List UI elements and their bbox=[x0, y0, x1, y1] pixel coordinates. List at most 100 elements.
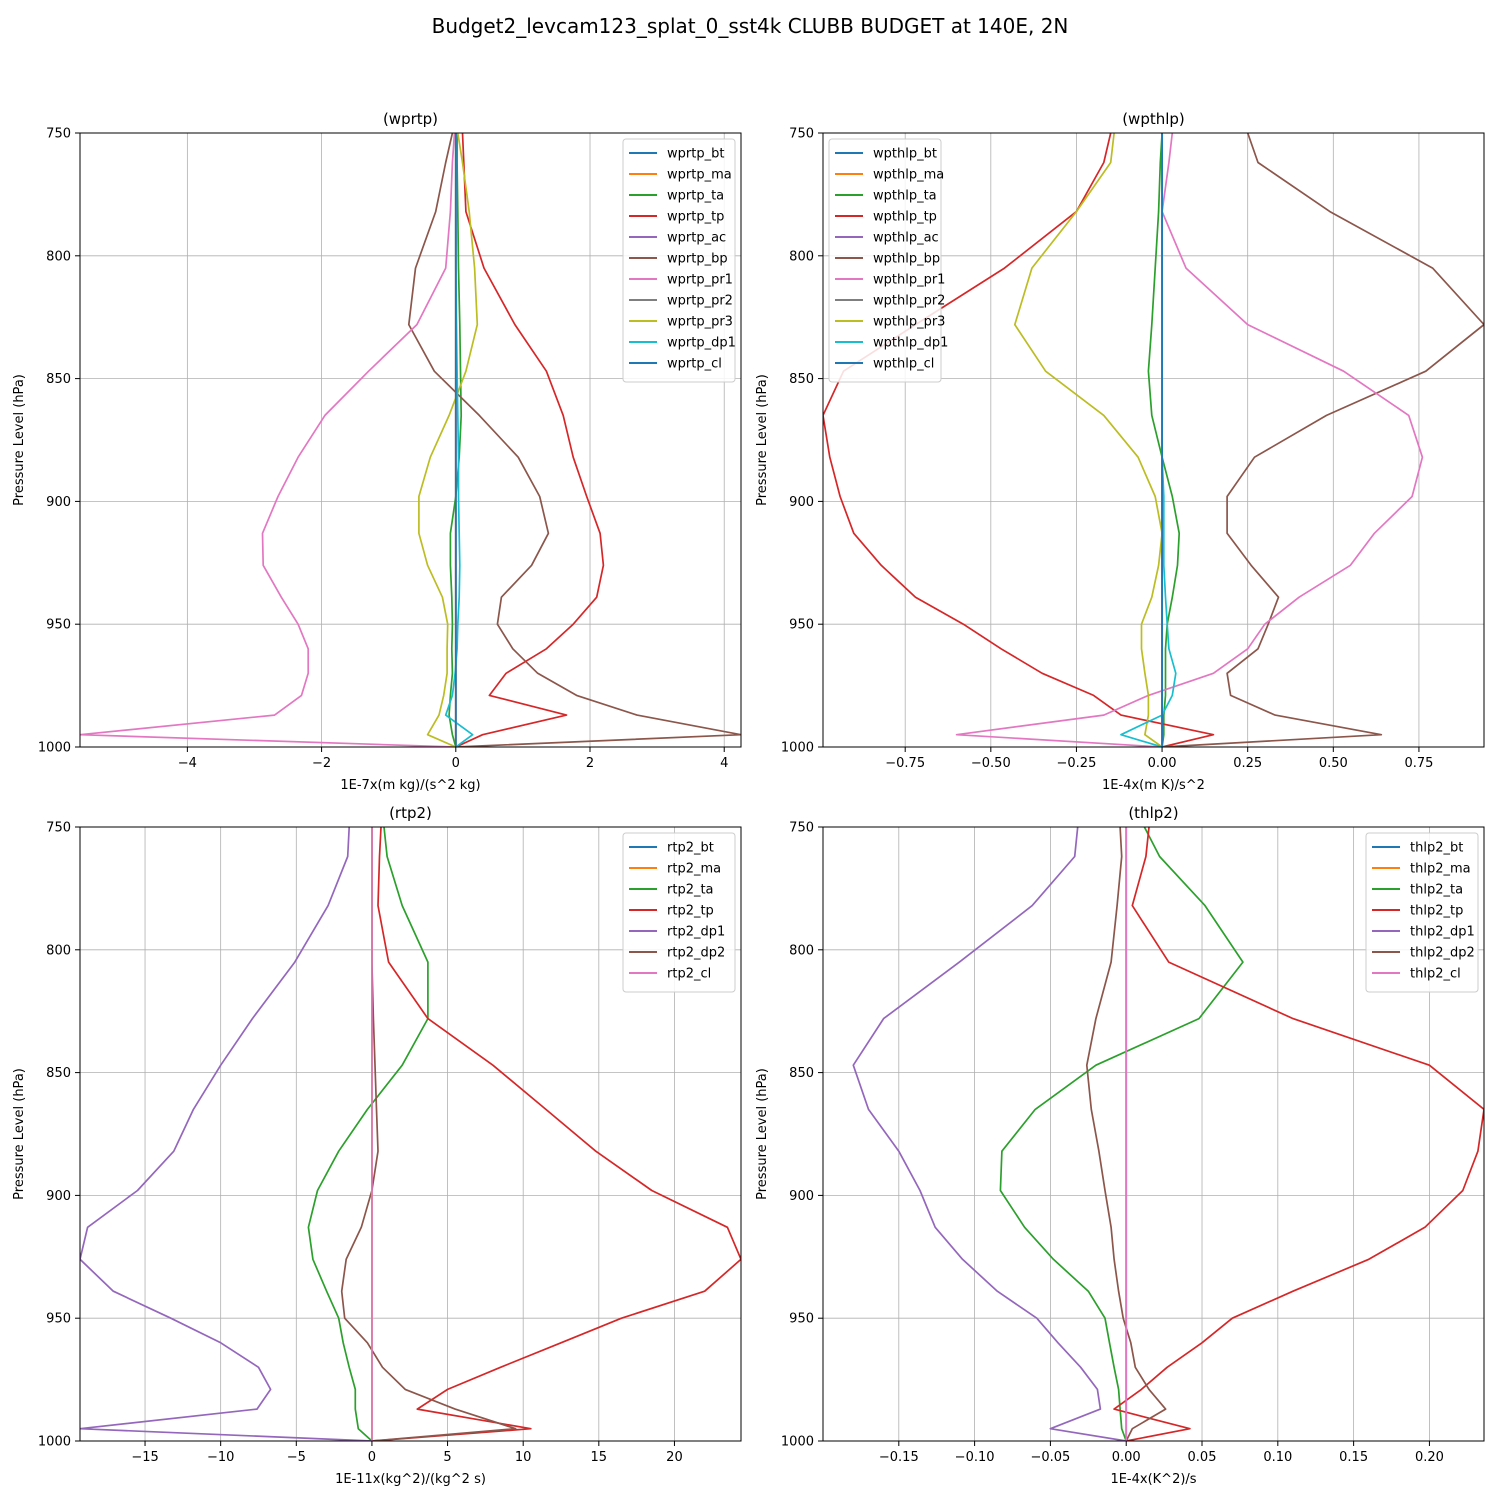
series-line-rtp2_ta bbox=[307, 827, 429, 1441]
series-line-wprtp_bp bbox=[407, 133, 741, 747]
x-tick-label: 0.00 bbox=[1112, 1450, 1141, 1465]
x-tick-label: 20 bbox=[666, 1450, 683, 1465]
y-tick-label: 950 bbox=[789, 618, 814, 633]
y-tick-label: 950 bbox=[46, 618, 71, 633]
x-tick-label: 0.15 bbox=[1339, 1450, 1368, 1465]
y-axis-label: Pressure Level (hPa) bbox=[12, 374, 27, 506]
panel-3: −0.15 −0.10 −0.05 0.00 0.05 0.10 0.15 0.20 750 80… bbox=[755, 804, 1485, 1487]
y-tick-label: 800 bbox=[46, 249, 71, 264]
axes-frame bbox=[822, 826, 1485, 1442]
y-tick-label: 750 bbox=[789, 821, 814, 836]
series-line-wpthlp_pr3 bbox=[1013, 133, 1163, 747]
legend-label: wpthlp_bp bbox=[873, 252, 940, 267]
legend-label: wprtp_bt bbox=[667, 147, 724, 162]
x-tick-label: −4 bbox=[178, 756, 197, 771]
legend-label: wprtp_tp bbox=[667, 210, 724, 225]
legend-label: wpthlp_ta bbox=[873, 189, 937, 204]
x-tick-label: 0.75 bbox=[1404, 756, 1433, 771]
legend-label: thlp2_bt bbox=[1410, 841, 1463, 856]
series-line-wpthlp_bp bbox=[1162, 133, 1484, 747]
series-line-thlp2_tp bbox=[1113, 827, 1484, 1441]
y-tick-label: 850 bbox=[789, 372, 814, 387]
legend-label: wpthlp_pr3 bbox=[873, 315, 945, 330]
y-tick-label: 1000 bbox=[38, 1435, 71, 1450]
panel-title: (rtp2) bbox=[389, 804, 432, 822]
legend-label: rtp2_dp2 bbox=[667, 946, 725, 961]
legend: wprtp_bt wprtp_ma wprtp_ta wprtp_tp wprtp_ac… bbox=[622, 138, 736, 383]
series-line-wprtp_pr3 bbox=[418, 133, 479, 747]
legend-label: rtp2_tp bbox=[667, 904, 714, 919]
y-tick-label: 950 bbox=[789, 1312, 814, 1327]
x-tick-label: 0.10 bbox=[1263, 1450, 1292, 1465]
x-tick-label: 0.00 bbox=[1148, 756, 1177, 771]
series-line-rtp2_dp1 bbox=[80, 827, 372, 1441]
axes-frame bbox=[79, 826, 742, 1442]
legend-label: wpthlp_ma bbox=[873, 168, 944, 183]
legend: rtp2_bt rtp2_ma rtp2_ta rtp2_tp rtp2_dp1 rtp2… bbox=[622, 832, 736, 993]
series-line-rtp2_tp bbox=[371, 827, 741, 1441]
legend-label: wprtp_ta bbox=[667, 189, 724, 204]
axes-frame bbox=[79, 132, 742, 748]
figure-suptitle: Budget2_levcam123_splat_0_sst4k CLUBB BU… bbox=[431, 14, 1069, 38]
legend-label: thlp2_dp1 bbox=[1410, 925, 1475, 940]
y-tick-label: 900 bbox=[46, 1189, 71, 1204]
legend-label: wpthlp_bt bbox=[873, 147, 937, 162]
y-tick-label: 850 bbox=[789, 1066, 814, 1081]
y-axis-label: Pressure Level (hPa) bbox=[755, 1068, 770, 1200]
x-tick-label: −5 bbox=[287, 1450, 306, 1465]
y-tick-label: 750 bbox=[46, 821, 71, 836]
legend-label: wpthlp_tp bbox=[873, 210, 937, 225]
y-tick-label: 750 bbox=[46, 127, 71, 142]
series-line-wpthlp_tp bbox=[823, 133, 1215, 747]
y-tick-label: 900 bbox=[46, 495, 71, 510]
panel-1: −0.75 −0.50 −0.25 0.00 0.25 0.50 0.75 750 800 850… bbox=[755, 110, 1485, 793]
legend: thlp2_bt thlp2_ma thlp2_ta thlp2_tp thlp2_dp… bbox=[1365, 832, 1479, 993]
legend-label: thlp2_cl bbox=[1410, 967, 1461, 982]
panel-0: −4 −2 0 2 4 750 800 850 900 950 1000 (wprtp) 1E-7x(m… bbox=[12, 110, 742, 793]
legend-label: wpthlp_pr2 bbox=[873, 294, 945, 309]
x-axis-label: 1E-4x(m K)/s^2 bbox=[1102, 778, 1205, 793]
x-tick-label: 0.50 bbox=[1319, 756, 1348, 771]
panel-2: −15 −10 −5 0 5 10 15 20 750 800 850 900 950 1000 (rtp2… bbox=[12, 804, 742, 1487]
x-tick-label: 0.20 bbox=[1415, 1450, 1444, 1465]
x-tick-label: 0.25 bbox=[1233, 756, 1262, 771]
x-tick-label: 5 bbox=[443, 1450, 451, 1465]
y-tick-label: 1000 bbox=[38, 741, 71, 756]
legend-label: wpthlp_dp1 bbox=[873, 336, 948, 351]
series-group bbox=[823, 133, 1484, 747]
series-group bbox=[852, 827, 1484, 1441]
y-axis-label: Pressure Level (hPa) bbox=[12, 1068, 27, 1200]
series-line-wpthlp_ta bbox=[1147, 133, 1181, 747]
x-axis-label: 1E-7x(m kg)/(s^2 kg) bbox=[340, 778, 480, 793]
legend-label: wpthlp_pr1 bbox=[873, 273, 945, 288]
legend-label: rtp2_bt bbox=[667, 841, 714, 856]
x-tick-label: −0.05 bbox=[1030, 1450, 1070, 1465]
panel-title: (thlp2) bbox=[1128, 804, 1178, 822]
x-tick-label: −0.75 bbox=[885, 756, 925, 771]
legend-label: wpthlp_ac bbox=[873, 231, 939, 246]
legend-label: thlp2_ta bbox=[1410, 883, 1463, 898]
y-tick-label: 900 bbox=[789, 495, 814, 510]
legend-label: rtp2_ma bbox=[667, 862, 721, 877]
y-tick-label: 1000 bbox=[781, 1435, 814, 1450]
legend-label: wprtp_bp bbox=[667, 252, 728, 267]
x-tick-label: 0.05 bbox=[1188, 1450, 1217, 1465]
legend-label: wprtp_pr2 bbox=[667, 294, 733, 309]
y-tick-label: 750 bbox=[789, 127, 814, 142]
legend-label: wprtp_pr1 bbox=[667, 273, 733, 288]
x-tick-label: 4 bbox=[720, 756, 728, 771]
x-tick-label: −0.25 bbox=[1057, 756, 1097, 771]
legend-label: wprtp_dp1 bbox=[667, 336, 736, 351]
series-line-rtp2_dp2 bbox=[340, 827, 517, 1441]
x-tick-label: −0.15 bbox=[879, 1450, 919, 1465]
legend-label: rtp2_ta bbox=[667, 883, 714, 898]
x-tick-label: 10 bbox=[515, 1450, 532, 1465]
axes-frame bbox=[822, 132, 1485, 748]
series-line-wpthlp_pr1 bbox=[955, 133, 1424, 747]
panel-title: (wpthlp) bbox=[1122, 110, 1185, 128]
y-tick-label: 950 bbox=[46, 1312, 71, 1327]
y-tick-label: 850 bbox=[46, 1066, 71, 1081]
x-tick-label: 15 bbox=[591, 1450, 608, 1465]
legend-label: thlp2_dp2 bbox=[1410, 946, 1475, 961]
